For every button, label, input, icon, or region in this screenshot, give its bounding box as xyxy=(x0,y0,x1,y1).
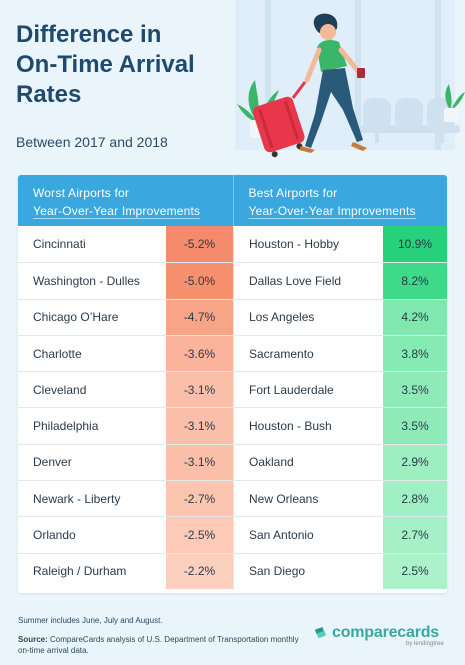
table-row: Cleveland -3.1% Fort Lauderdale 3.5% xyxy=(18,371,447,408)
best-airport-name: Dallas Love Field xyxy=(233,263,383,299)
best-airport-value: 2.8% xyxy=(383,481,447,517)
table-row: Chicago O’Hare -4.7% Los Angeles 4.2% xyxy=(18,298,447,335)
best-airport-name: New Orleans xyxy=(233,481,383,517)
best-airport-name: San Antonio xyxy=(233,517,383,553)
logo-subtext: by lendingtree xyxy=(406,641,444,647)
best-header-line-2: Year-Over-Year Improvements xyxy=(248,204,416,218)
best-airport-name: San Diego xyxy=(233,553,383,589)
best-airport-value: 3.5% xyxy=(383,408,447,444)
worst-airport-name: Philadelphia xyxy=(33,419,99,434)
best-airport-value: 3.5% xyxy=(383,372,447,408)
page-subtitle: Between 2017 and 2018 xyxy=(16,134,168,150)
best-airport-value: 2.5% xyxy=(383,553,447,589)
table-row: Newark - Liberty -2.7% New Orleans 2.8% xyxy=(18,480,447,517)
table-row: Denver -3.1% Oakland 2.9% xyxy=(18,443,447,481)
worst-header: Worst Airports for Year-Over-Year Improv… xyxy=(18,175,233,226)
worst-airport-value: -3.1% xyxy=(166,408,233,444)
worst-airport-value: -5.0% xyxy=(166,263,233,299)
source-text: CompareCards analysis of U.S. Department… xyxy=(18,635,299,655)
best-airport-value: 10.9% xyxy=(383,226,447,263)
footnote: Summer includes June, July and August. xyxy=(18,616,163,625)
comparecards-logo: comparecards by lendingtree xyxy=(313,624,444,647)
title-line-2: On-Time Arrival xyxy=(16,51,195,78)
page-title: Difference in On-Time Arrival Rates xyxy=(16,20,246,110)
best-airport-value: 3.8% xyxy=(383,335,447,372)
worst-airport-name: Washington - Dulles xyxy=(33,273,140,288)
table-body: Cincinnati -5.2% Houston - Hobby 10.9% Washi… xyxy=(18,226,447,589)
best-airport-value: 4.2% xyxy=(383,299,447,335)
best-airport-name: Sacramento xyxy=(233,335,383,372)
best-airport-name: Houston - Hobby xyxy=(233,226,383,263)
source-label: Source: xyxy=(18,635,48,644)
table-row: Raleigh / Durham -2.2% San Diego 2.5% xyxy=(18,552,447,589)
worst-header-line-2: Year-Over-Year Improvements xyxy=(33,204,201,218)
worst-airport-name: Charlotte xyxy=(33,346,82,361)
best-header-line-1: Best Airports for xyxy=(248,186,338,200)
table-row: Cincinnati -5.2% Houston - Hobby 10.9% xyxy=(18,226,447,263)
best-header: Best Airports for Year-Over-Year Improve… xyxy=(232,175,448,226)
table-row: Charlotte -3.6% Sacramento 3.8% xyxy=(18,334,447,372)
worst-airport-name: Orlando xyxy=(33,528,76,543)
traveler-illustration xyxy=(237,13,465,158)
worst-airport-name: Denver xyxy=(33,455,72,470)
table-row: Philadelphia -3.1% Houston - Bush 3.5% xyxy=(18,407,447,444)
worst-airport-name: Raleigh / Durham xyxy=(33,564,127,579)
airport-comparison-table: Worst Airports for Year-Over-Year Improv… xyxy=(18,175,447,593)
worst-header-line-1: Worst Airports for xyxy=(33,186,130,200)
worst-airport-value: -2.5% xyxy=(166,517,233,553)
best-airport-name: Fort Lauderdale xyxy=(233,372,383,408)
table-row: Washington - Dulles -5.0% Dallas Love Fiel… xyxy=(18,262,447,299)
best-airport-name: Oakland xyxy=(233,444,383,481)
logo-mark-icon xyxy=(314,626,327,638)
worst-airport-value: -3.6% xyxy=(166,335,233,372)
worst-airport-value: -2.2% xyxy=(166,553,233,589)
title-line-3: Rates xyxy=(16,81,82,108)
worst-airport-name: Chicago O’Hare xyxy=(33,310,119,325)
best-airport-value: 2.9% xyxy=(383,444,447,481)
worst-airport-value: -3.1% xyxy=(166,372,233,408)
best-airport-name: Houston - Bush xyxy=(233,408,383,444)
table-header: Worst Airports for Year-Over-Year Improv… xyxy=(18,175,447,226)
worst-airport-value: -4.7% xyxy=(166,299,233,335)
title-line-1: Difference in xyxy=(16,21,162,48)
best-airport-name: Los Angeles xyxy=(233,299,383,335)
worst-airport-value: -5.2% xyxy=(166,226,233,263)
table-row: Orlando -2.5% San Antonio 2.7% xyxy=(18,516,447,553)
worst-airport-value: -2.7% xyxy=(166,481,233,517)
worst-airport-name: Newark - Liberty xyxy=(33,491,121,506)
best-airport-value: 2.7% xyxy=(383,517,447,553)
worst-airport-value: -3.1% xyxy=(166,444,233,481)
best-airport-value: 8.2% xyxy=(383,263,447,299)
worst-airport-name: Cleveland xyxy=(33,382,87,397)
worst-airport-name: Cincinnati xyxy=(33,237,86,252)
logo-text: comparecards xyxy=(332,624,439,641)
source-note: Source: CompareCards analysis of U.S. De… xyxy=(18,634,308,656)
